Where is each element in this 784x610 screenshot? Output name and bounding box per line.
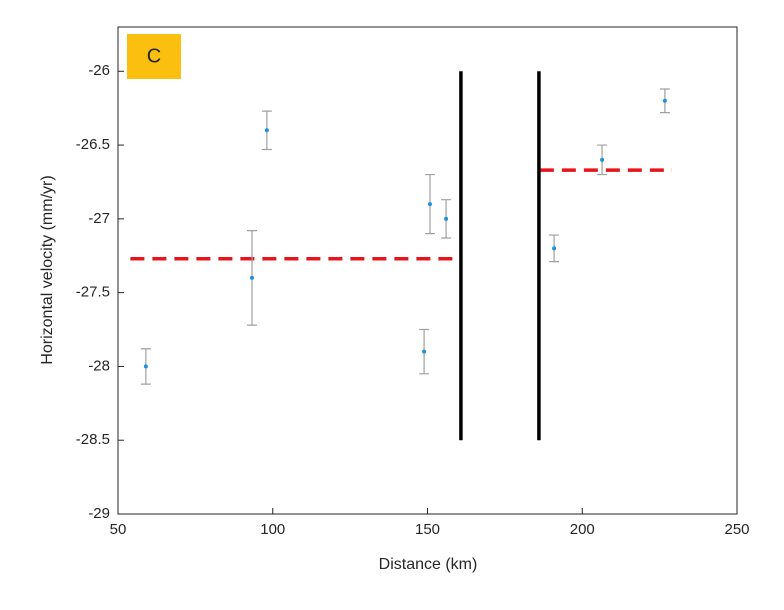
data-point (422, 349, 427, 354)
y-tick-label: -28.5 (76, 431, 110, 448)
data-point (143, 364, 148, 369)
x-tick-label: 50 (110, 521, 127, 538)
y-tick-label: -26 (88, 62, 110, 79)
x-tick-label: 100 (260, 521, 285, 538)
data-point (264, 128, 269, 133)
y-tick-label: -29 (88, 505, 110, 522)
panel-label: C (147, 45, 161, 67)
y-tick-label: -27.5 (76, 284, 110, 301)
axes-frame (117, 26, 738, 515)
data-point (444, 216, 449, 221)
x-tick-label: 250 (724, 521, 749, 538)
x-tick-label: 200 (570, 521, 595, 538)
data-point (552, 246, 557, 251)
data-point (600, 157, 605, 162)
data-point (250, 275, 255, 280)
y-tick-label: -26.5 (76, 136, 110, 153)
y-axis-label: Horizontal velocity (mm/yr) (39, 175, 56, 364)
x-tick-label: 150 (415, 521, 440, 538)
y-tick-label: -28 (88, 357, 110, 374)
data-point (662, 98, 667, 103)
y-tick-label: -27 (88, 210, 110, 227)
data-point (427, 202, 432, 207)
panel-label-box (127, 34, 181, 79)
x-axis-label: Distance (km) (379, 556, 478, 573)
